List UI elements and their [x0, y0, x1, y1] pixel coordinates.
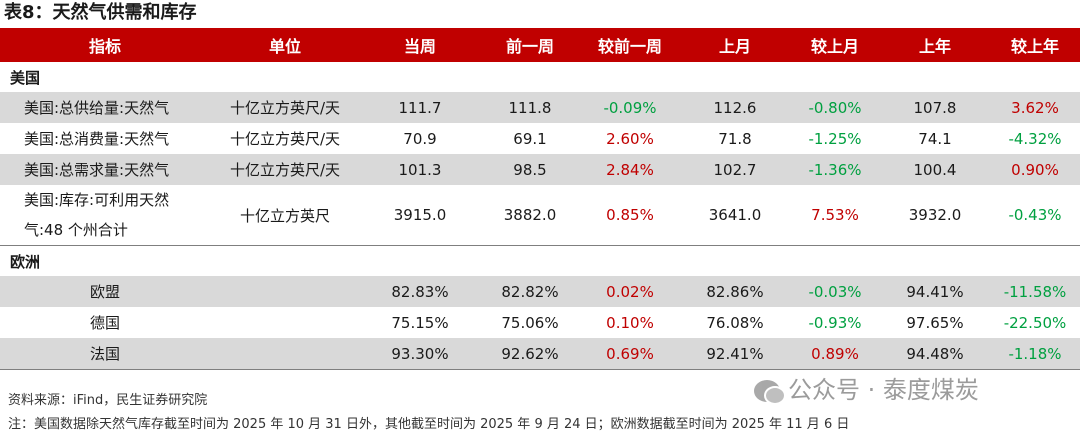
previous-week-cell: 69.1 [480, 123, 580, 154]
section-title: 欧洲 [0, 245, 1080, 276]
change-month-cell: -0.03% [790, 276, 880, 307]
change-month-cell: -1.25% [790, 123, 880, 154]
unit-cell: 十亿立方英尺 [210, 185, 360, 246]
last-year-cell: 107.8 [880, 92, 990, 123]
previous-week-cell: 92.62% [480, 338, 580, 370]
unit-cell: 十亿立方英尺/天 [210, 154, 360, 185]
change-week-cell: 0.85% [580, 185, 680, 246]
change-year-cell: 3.62% [990, 92, 1080, 123]
previous-week-cell: 98.5 [480, 154, 580, 185]
previous-week-cell: 111.8 [480, 92, 580, 123]
last-month-cell: 71.8 [680, 123, 790, 154]
section-title: 美国 [0, 62, 1080, 92]
last-year-cell: 74.1 [880, 123, 990, 154]
current-week-cell: 3915.0 [360, 185, 480, 246]
indicator-cell: 美国:总供给量:天然气 [0, 92, 210, 123]
table-row: 美国:总消费量:天然气 十亿立方英尺/天 70.9 69.1 2.60% 71.8 -1.2… [0, 123, 1080, 154]
unit-cell [210, 338, 360, 370]
change-year-cell: 0.90% [990, 154, 1080, 185]
table-row: 美国:总需求量:天然气 十亿立方英尺/天 101.3 98.5 2.84% 102.7 -1… [0, 154, 1080, 185]
change-month-cell: -1.36% [790, 154, 880, 185]
last-month-cell: 3641.0 [680, 185, 790, 246]
header-current-week: 当周 [360, 28, 480, 62]
header-unit: 单位 [210, 28, 360, 62]
header-last-year: 上年 [880, 28, 990, 62]
last-year-cell: 97.65% [880, 307, 990, 338]
wechat-icon [754, 380, 786, 405]
header-change-vs-week: 较前一周 [580, 28, 680, 62]
table-row: 欧盟 82.83% 82.82% 0.02% 82.86% -0.03% 94.41% -11… [0, 276, 1080, 307]
previous-week-cell: 3882.0 [480, 185, 580, 246]
table-row: 美国:库存:可利用天然 气:48 个州合计 十亿立方英尺 3915.0 3882.0 0.… [0, 185, 1080, 246]
change-year-cell: -1.18% [990, 338, 1080, 370]
last-month-cell: 76.08% [680, 307, 790, 338]
header-change-vs-year: 较上年 [990, 28, 1080, 62]
indicator-cell: 美国:库存:可利用天然 气:48 个州合计 [0, 185, 210, 246]
previous-week-cell: 82.82% [480, 276, 580, 307]
current-week-cell: 82.83% [360, 276, 480, 307]
indicator-cell: 美国:总需求量:天然气 [0, 154, 210, 185]
change-year-cell: -4.32% [990, 123, 1080, 154]
change-week-cell: 0.10% [580, 307, 680, 338]
last-year-cell: 100.4 [880, 154, 990, 185]
table-row: 美国:总供给量:天然气 十亿立方英尺/天 111.7 111.8 -0.09% 112.6… [0, 92, 1080, 123]
unit-cell [210, 307, 360, 338]
header-change-vs-month: 较上月 [790, 28, 880, 62]
change-week-cell: -0.09% [580, 92, 680, 123]
last-month-cell: 102.7 [680, 154, 790, 185]
change-year-cell: -11.58% [990, 276, 1080, 307]
change-week-cell: 0.69% [580, 338, 680, 370]
unit-cell: 十亿立方英尺/天 [210, 123, 360, 154]
last-year-cell: 3932.0 [880, 185, 990, 246]
change-year-cell: -0.43% [990, 185, 1080, 246]
header-indicator: 指标 [0, 28, 210, 62]
last-month-cell: 82.86% [680, 276, 790, 307]
change-week-cell: 0.02% [580, 276, 680, 307]
table-title: 表8：天然气供需和库存 [4, 2, 197, 23]
indicator-cell: 美国:总消费量:天然气 [0, 123, 210, 154]
source-note: 资料来源：iFind，民生证券研究院 [8, 393, 208, 408]
header-row: 指标 单位 当周 前一周 较前一周 上月 较上月 上年 较上年 [0, 28, 1080, 62]
table-row: 法国 93.30% 92.62% 0.69% 92.41% 0.89% 94.48% -1.1… [0, 338, 1080, 370]
last-year-cell: 94.48% [880, 338, 990, 370]
last-month-cell: 112.6 [680, 92, 790, 123]
indicator-label-line: 气:48 个州合计 [24, 221, 128, 239]
table-row: 德国 75.15% 75.06% 0.10% 76.08% -0.93% 97.65% -22… [0, 307, 1080, 338]
change-month-cell: -0.80% [790, 92, 880, 123]
change-month-cell: 7.53% [790, 185, 880, 246]
watermark-text: 公众号 · 泰度煤炭 [788, 376, 979, 404]
watermark: 公众号 · 泰度煤炭 [754, 370, 979, 405]
header-last-month: 上月 [680, 28, 790, 62]
indicator-cell: 欧盟 [0, 276, 210, 307]
unit-cell: 十亿立方英尺/天 [210, 92, 360, 123]
change-week-cell: 2.84% [580, 154, 680, 185]
current-week-cell: 111.7 [360, 92, 480, 123]
current-week-cell: 75.15% [360, 307, 480, 338]
indicator-cell: 法国 [0, 338, 210, 370]
footnote: 注：美国数据除天然气库存截至时间为 2025 年 10 月 31 日外，其他截至… [8, 417, 850, 432]
change-year-cell: -22.50% [990, 307, 1080, 338]
change-month-cell: -0.93% [790, 307, 880, 338]
current-week-cell: 93.30% [360, 338, 480, 370]
header-previous-week: 前一周 [480, 28, 580, 62]
section-row: 美国 [0, 62, 1080, 92]
change-week-cell: 2.60% [580, 123, 680, 154]
current-week-cell: 70.9 [360, 123, 480, 154]
change-month-cell: 0.89% [790, 338, 880, 370]
previous-week-cell: 75.06% [480, 307, 580, 338]
gas-supply-demand-table: 指标 单位 当周 前一周 较前一周 上月 较上月 上年 较上年 美国 美国:总供给… [0, 28, 1080, 370]
indicator-label-line: 美国:库存:可利用天然 [24, 191, 170, 209]
last-month-cell: 92.41% [680, 338, 790, 370]
indicator-cell: 德国 [0, 307, 210, 338]
unit-cell [210, 276, 360, 307]
section-row: 欧洲 [0, 245, 1080, 276]
last-year-cell: 94.41% [880, 276, 990, 307]
current-week-cell: 101.3 [360, 154, 480, 185]
